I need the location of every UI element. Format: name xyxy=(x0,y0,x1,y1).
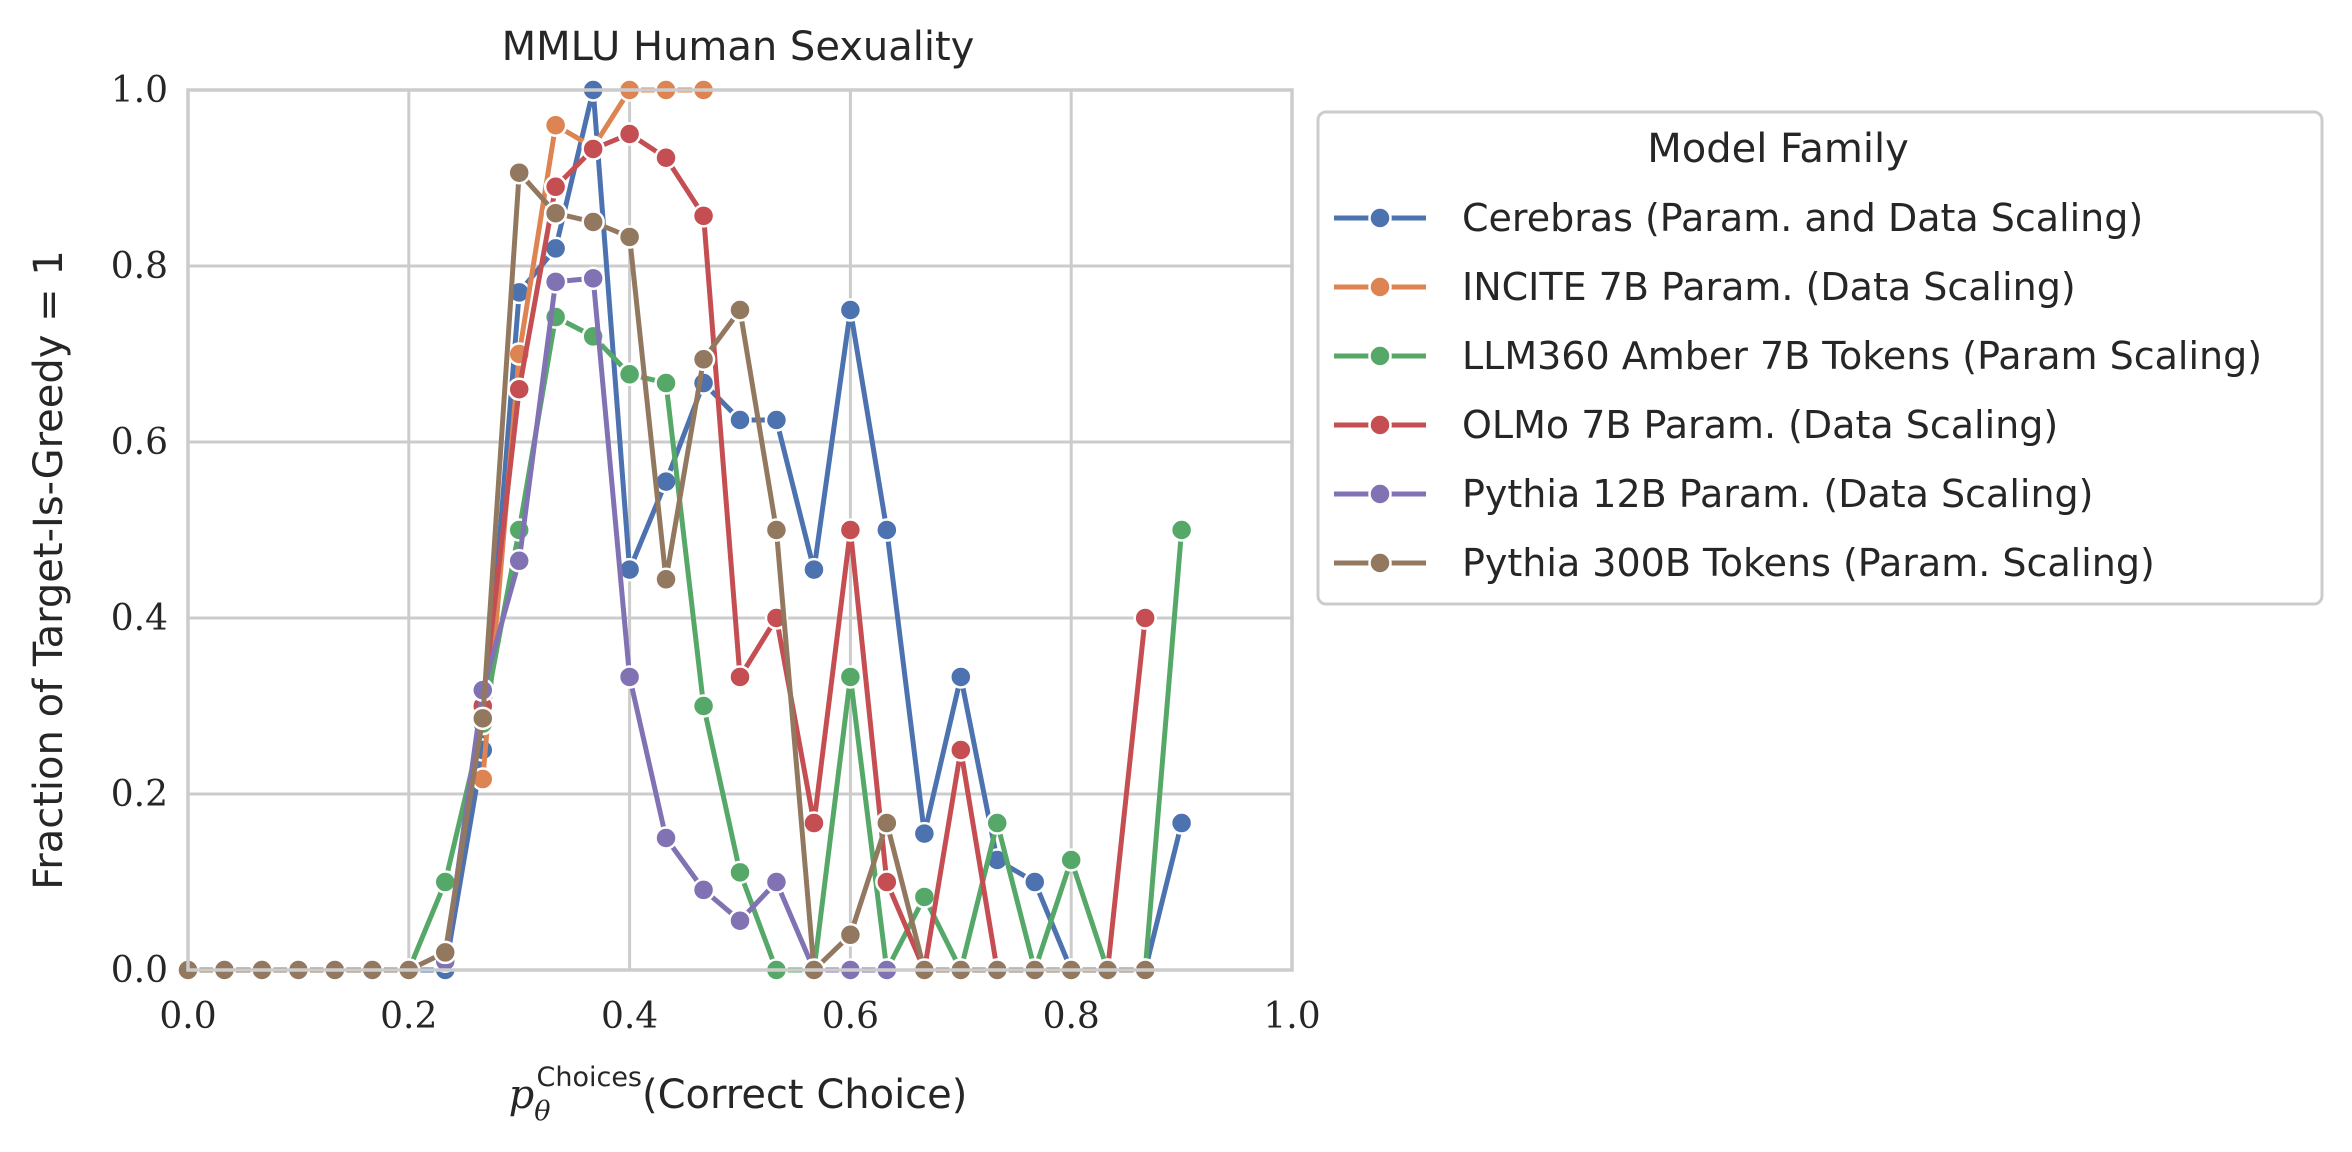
legend-marker xyxy=(1368,413,1392,437)
legend-label: Cerebras (Param. and Data Scaling) xyxy=(1462,196,2143,240)
legend-label: OLMo 7B Param. (Data Scaling) xyxy=(1462,403,2058,447)
data-point xyxy=(764,518,789,542)
data-point xyxy=(1133,606,1157,630)
data-point xyxy=(802,811,826,835)
data-point xyxy=(1023,870,1047,894)
x-axis-label-sub: θ xyxy=(534,1096,550,1127)
data-point xyxy=(691,347,716,372)
data-point xyxy=(691,204,716,228)
chart-title: MMLU Human Sexuality xyxy=(502,24,975,70)
legend: Model Family Cerebras (Param. and Data S… xyxy=(1316,110,2324,606)
data-point xyxy=(543,113,568,137)
x-axis-label: pθChoices(Correct Choice) xyxy=(509,1062,968,1127)
data-point xyxy=(691,694,716,718)
data-point xyxy=(654,371,678,395)
data-point xyxy=(617,362,642,386)
legend-marker xyxy=(1368,551,1392,575)
data-point xyxy=(949,665,973,689)
data-point xyxy=(802,557,826,582)
data-point xyxy=(875,870,899,894)
data-point xyxy=(617,665,642,689)
legend-entry: Cerebras (Param. and Data Scaling) xyxy=(1334,196,2143,240)
y-tick-label: 1.0 xyxy=(111,70,168,111)
data-point xyxy=(543,270,568,294)
y-tick-label: 0.2 xyxy=(111,774,168,815)
data-point xyxy=(1169,518,1194,542)
legend-marker xyxy=(1368,482,1392,506)
data-point xyxy=(543,201,568,225)
data-point xyxy=(838,923,863,947)
y-tick-label: 0.4 xyxy=(111,598,168,639)
data-point xyxy=(949,738,973,762)
data-point xyxy=(433,940,457,965)
legend-marker xyxy=(1368,344,1392,368)
data-point xyxy=(543,175,568,199)
data-point xyxy=(875,518,899,542)
data-point xyxy=(912,885,937,909)
legend-entry: Pythia 300B Tokens (Param. Scaling) xyxy=(1334,541,2155,585)
y-tick-label: 0.0 xyxy=(111,950,168,991)
data-point xyxy=(581,210,605,234)
data-point xyxy=(985,811,1009,835)
y-axis-label: Fraction of Target-Is-Greedy = 1 xyxy=(26,250,72,890)
data-point xyxy=(581,266,605,291)
data-point xyxy=(764,870,789,894)
x-tick-label: 0.4 xyxy=(601,996,658,1037)
x-tick-label: 0.8 xyxy=(1043,996,1100,1037)
data-point xyxy=(838,518,863,542)
x-axis-label-sup: Choices xyxy=(536,1062,642,1093)
data-point xyxy=(581,137,605,161)
legend-label: Pythia 12B Param. (Data Scaling) xyxy=(1462,472,2093,516)
legend-marker xyxy=(1368,275,1392,299)
legend-title: Model Family xyxy=(1647,126,1909,172)
y-tick-label: 0.6 xyxy=(111,422,168,463)
data-point xyxy=(654,146,678,170)
plot-frame xyxy=(186,88,1294,972)
data-point xyxy=(728,298,752,322)
data-point xyxy=(507,377,531,401)
x-tick-label: 0.0 xyxy=(159,996,216,1037)
legend-label: LLM360 Amber 7B Tokens (Param Scaling) xyxy=(1462,334,2262,378)
legend-entry: INCITE 7B Param. (Data Scaling) xyxy=(1334,265,2076,309)
data-point xyxy=(617,225,642,249)
data-point xyxy=(875,811,899,835)
data-point xyxy=(507,549,531,573)
data-point xyxy=(728,908,752,933)
x-axis-label-var: p xyxy=(509,1072,535,1118)
data-point xyxy=(617,122,642,146)
tick-labels: 0.0 0.2 0.4 0.6 0.8 1.0 0.0 0.2 0.4 0.6 0.8 1.0 xyxy=(111,70,1321,1037)
data-point xyxy=(728,860,752,885)
data-point xyxy=(838,665,863,689)
data-point xyxy=(654,567,678,592)
data-point xyxy=(912,821,937,846)
legend-label: INCITE 7B Param. (Data Scaling) xyxy=(1462,265,2076,309)
x-tick-label: 0.2 xyxy=(380,996,437,1037)
legend-entries: Cerebras (Param. and Data Scaling) INCITE… xyxy=(1334,196,2262,585)
legend-label: Pythia 300B Tokens (Param. Scaling) xyxy=(1462,541,2155,585)
y-tick-label: 0.8 xyxy=(111,246,168,287)
x-tick-label: 0.6 xyxy=(822,996,879,1037)
data-point xyxy=(1059,848,1083,872)
data-point xyxy=(507,160,531,185)
data-point xyxy=(654,826,678,850)
data-point xyxy=(764,408,789,432)
data-point xyxy=(471,706,495,731)
data-point xyxy=(1169,811,1194,835)
x-tick-label: 1.0 xyxy=(1263,996,1320,1037)
legend-entry: Pythia 12B Param. (Data Scaling) xyxy=(1334,472,2093,516)
data-point xyxy=(433,870,457,894)
data-point xyxy=(838,298,863,322)
legend-entry: LLM360 Amber 7B Tokens (Param Scaling) xyxy=(1334,334,2262,378)
legend-entry: OLMo 7B Param. (Data Scaling) xyxy=(1334,403,2058,447)
data-point xyxy=(728,665,752,689)
legend-marker xyxy=(1368,206,1392,230)
data-point xyxy=(728,408,752,432)
data-point xyxy=(691,878,716,902)
legend-box xyxy=(1316,110,2324,606)
x-axis-label-main: (Correct Choice) xyxy=(642,1072,967,1118)
